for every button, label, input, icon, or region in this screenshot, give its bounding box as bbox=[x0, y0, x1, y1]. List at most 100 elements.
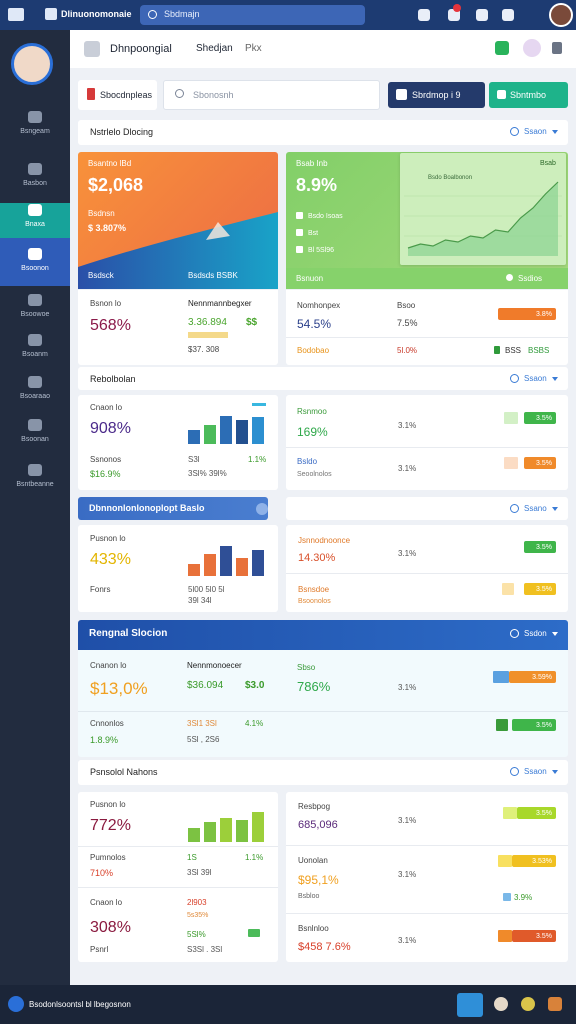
trend-chart bbox=[404, 181, 562, 256]
stat-extra: BSBS bbox=[528, 346, 550, 355]
card-item: Bl 5Sl96 bbox=[308, 247, 335, 254]
menu-item[interactable]: Bsntbeanne bbox=[16, 481, 54, 488]
stat-col: 3.1% bbox=[398, 421, 417, 430]
footer-icon bbox=[548, 997, 562, 1011]
stat-label: Fonrs bbox=[90, 585, 111, 594]
stat-col: 4.1% bbox=[245, 719, 264, 728]
sidebar bbox=[0, 30, 70, 985]
badge bbox=[498, 308, 556, 320]
divider bbox=[78, 711, 568, 712]
legend-swatch bbox=[504, 457, 518, 469]
dropdown-caret bbox=[552, 130, 558, 134]
header-avatar bbox=[523, 39, 541, 57]
filter-icon bbox=[87, 88, 95, 100]
menu-item[interactable]: Bsoonan bbox=[21, 436, 49, 443]
filter-dropdown[interactable]: Ssaon bbox=[524, 374, 547, 383]
filter-label: Sbocdnpleas bbox=[100, 90, 153, 100]
page-header bbox=[70, 30, 576, 68]
stat-value: 308% bbox=[90, 919, 131, 936]
footer-icon bbox=[506, 274, 513, 281]
filter-icon bbox=[510, 767, 519, 776]
filter-dropdown[interactable]: Ssaon bbox=[524, 767, 547, 776]
section-title: Psnsolol Nahons bbox=[90, 767, 158, 777]
stat-sub: Bsoonolos bbox=[298, 598, 331, 605]
badge-text: 3.5% bbox=[536, 543, 552, 551]
filter-icon bbox=[510, 374, 519, 383]
search-bar[interactable] bbox=[140, 5, 365, 25]
search-icon bbox=[175, 89, 184, 98]
stat-label: Uonolan bbox=[298, 856, 328, 865]
menu-item[interactable]: Bnaxa bbox=[25, 221, 45, 228]
stat-value: 7.5% bbox=[397, 318, 418, 328]
card-item: Bst bbox=[308, 230, 319, 237]
mini-bar-chart bbox=[188, 416, 264, 444]
badge bbox=[524, 583, 556, 595]
stat-value: $458 7.6% bbox=[298, 941, 351, 953]
stat-badge: 3.9% bbox=[514, 893, 533, 902]
stat-label: Bsoo bbox=[397, 301, 416, 310]
divider bbox=[78, 887, 278, 888]
badge-text: 3.8% bbox=[536, 310, 552, 318]
menu-icon bbox=[28, 111, 42, 123]
tab[interactable]: Pkx bbox=[245, 43, 262, 54]
button-label: Sbrdmop i 9 bbox=[412, 90, 461, 100]
stat-value: 433% bbox=[90, 551, 131, 568]
header-icon bbox=[552, 42, 562, 54]
menu-item[interactable]: Bsoonon bbox=[21, 265, 49, 272]
menu-item[interactable]: Bsoowoe bbox=[20, 311, 50, 318]
banner-icon bbox=[256, 503, 268, 515]
stat-col: 3Sl% 39l% bbox=[188, 469, 227, 478]
filter-dropdown[interactable]: Ssaon bbox=[524, 127, 547, 136]
legend-swatch bbox=[493, 671, 509, 683]
notification-dot bbox=[453, 4, 461, 12]
stats-card bbox=[286, 290, 568, 365]
badge bbox=[512, 930, 556, 942]
badge bbox=[524, 541, 556, 553]
bar bbox=[220, 546, 232, 576]
stat-label: Bsnon lo bbox=[90, 299, 122, 308]
stat-label: Rsnmoo bbox=[297, 407, 327, 416]
badge bbox=[517, 807, 556, 819]
stat-col: 2l903 bbox=[187, 898, 207, 907]
stat-col: 3Sl 39l bbox=[187, 868, 212, 877]
search-field[interactable] bbox=[163, 80, 380, 110]
filter-dropdown[interactable]: Ssano bbox=[524, 504, 547, 513]
tab[interactable]: Shedjan bbox=[196, 43, 233, 54]
trend-area bbox=[408, 182, 558, 256]
stat-value: 786% bbox=[297, 679, 331, 694]
button-label: Sbntmbo bbox=[510, 90, 547, 100]
footer-text: Bsodonlsoontsl bl lbegosnon bbox=[29, 1000, 131, 1009]
menu-item[interactable]: Bsoanm bbox=[22, 351, 48, 358]
page-title: Dhnpoongial bbox=[110, 43, 172, 55]
footer-button[interactable] bbox=[457, 993, 483, 1017]
section-header bbox=[78, 120, 568, 145]
stat-label: Nennmonoecer bbox=[187, 661, 242, 670]
divider bbox=[286, 573, 568, 574]
menu-item[interactable]: Bsoaraao bbox=[20, 393, 50, 400]
section-title: Nstrlelo Dlocing bbox=[90, 127, 154, 137]
stat-col: 5l00 5l0 5l bbox=[188, 585, 225, 594]
menu-item[interactable]: Basbon bbox=[23, 180, 47, 187]
swoosh bbox=[78, 212, 278, 289]
brand-icon bbox=[45, 8, 57, 20]
stat-col: 3.1% bbox=[398, 683, 417, 692]
stat-label: Resbpog bbox=[298, 802, 331, 811]
badge-text: 3.5% bbox=[536, 721, 552, 729]
user-avatar[interactable] bbox=[549, 3, 573, 27]
card-label: Bsab Inb bbox=[296, 159, 328, 168]
stat-value: $36.094 bbox=[187, 680, 224, 691]
menu-item[interactable]: Bsngeam bbox=[20, 128, 50, 135]
section-header bbox=[78, 760, 568, 785]
item-icon bbox=[296, 246, 303, 253]
section-banner bbox=[78, 497, 268, 520]
legend-swatch bbox=[252, 403, 266, 406]
filter-dropdown[interactable]: Ssdon bbox=[524, 629, 547, 638]
stat-value: 685,096 bbox=[298, 819, 338, 831]
badge bbox=[512, 719, 556, 731]
stat-label: Cnnonlos bbox=[90, 719, 124, 728]
stat-badge: $$ bbox=[246, 317, 258, 328]
stat-col: 5Sl% bbox=[187, 930, 206, 939]
section-title: Rengnal Slocion bbox=[89, 628, 168, 639]
stat-sub: $37. 308 bbox=[188, 345, 220, 354]
stat-sub: Psnrl bbox=[90, 945, 109, 954]
